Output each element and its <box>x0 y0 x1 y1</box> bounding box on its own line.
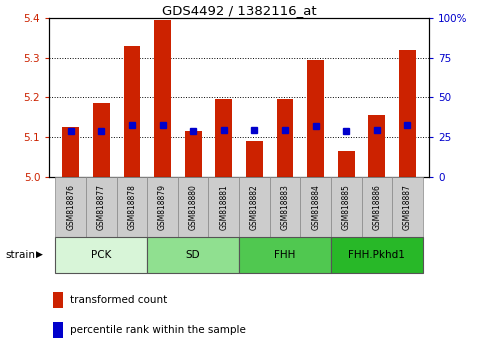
Text: FHH.Pkhd1: FHH.Pkhd1 <box>349 250 405 260</box>
Bar <box>270 177 300 237</box>
Bar <box>93 103 110 177</box>
Text: strain: strain <box>5 250 35 260</box>
Bar <box>209 177 239 237</box>
Bar <box>53 292 63 308</box>
Bar <box>147 237 239 273</box>
Text: GSM818876: GSM818876 <box>66 184 75 230</box>
Bar <box>215 99 232 177</box>
Text: percentile rank within the sample: percentile rank within the sample <box>70 325 246 335</box>
Text: GSM818886: GSM818886 <box>372 184 382 230</box>
Bar <box>392 177 423 237</box>
Bar <box>307 59 324 177</box>
Text: GSM818884: GSM818884 <box>311 184 320 230</box>
Bar <box>117 177 147 237</box>
Bar <box>55 177 86 237</box>
Bar <box>86 177 117 237</box>
Bar <box>53 322 63 338</box>
Bar <box>338 151 354 177</box>
Text: GSM818882: GSM818882 <box>250 184 259 230</box>
Bar <box>62 127 79 177</box>
Bar <box>331 237 423 273</box>
Bar <box>277 99 293 177</box>
Text: FHH: FHH <box>274 250 296 260</box>
Text: GSM818877: GSM818877 <box>97 184 106 230</box>
Text: GSM818880: GSM818880 <box>189 184 198 230</box>
Bar <box>399 50 416 177</box>
Text: GSM818887: GSM818887 <box>403 184 412 230</box>
Bar <box>361 177 392 237</box>
Text: GSM818879: GSM818879 <box>158 184 167 230</box>
Bar <box>154 20 171 177</box>
Bar <box>368 115 386 177</box>
Text: SD: SD <box>186 250 201 260</box>
Text: GSM818881: GSM818881 <box>219 184 228 230</box>
Bar <box>246 141 263 177</box>
Bar <box>185 131 202 177</box>
Text: GSM818878: GSM818878 <box>128 184 137 230</box>
Bar <box>300 177 331 237</box>
Text: transformed count: transformed count <box>70 295 168 305</box>
Bar <box>147 177 178 237</box>
Text: GSM818883: GSM818883 <box>281 184 289 230</box>
Bar <box>239 237 331 273</box>
Bar <box>239 177 270 237</box>
Title: GDS4492 / 1382116_at: GDS4492 / 1382116_at <box>162 4 317 17</box>
Text: ▶: ▶ <box>35 250 42 259</box>
Bar <box>178 177 209 237</box>
Bar <box>124 46 141 177</box>
Text: PCK: PCK <box>91 250 111 260</box>
Text: GSM818885: GSM818885 <box>342 184 351 230</box>
Bar <box>55 237 147 273</box>
Bar <box>331 177 361 237</box>
